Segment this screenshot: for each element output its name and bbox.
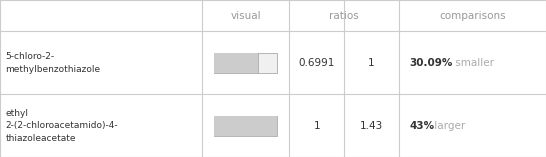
Text: 1: 1 bbox=[368, 58, 375, 68]
Text: 30.09%: 30.09% bbox=[410, 58, 453, 68]
Text: comparisons: comparisons bbox=[439, 11, 506, 21]
Text: 43%: 43% bbox=[410, 121, 435, 131]
Text: 5-chloro-2-
methylbenzothiazole: 5-chloro-2- methylbenzothiazole bbox=[5, 52, 100, 73]
Text: ratios: ratios bbox=[329, 11, 359, 21]
Bar bbox=[214, 53, 277, 73]
Text: ethyl
2-(2-chloroacetamido)-4-
thiazoleacetate: ethyl 2-(2-chloroacetamido)-4- thiazolea… bbox=[5, 109, 118, 143]
Bar bbox=[214, 116, 277, 136]
Text: visual: visual bbox=[230, 11, 261, 21]
Text: 1.43: 1.43 bbox=[360, 121, 383, 131]
Text: smaller: smaller bbox=[452, 58, 494, 68]
Bar bbox=[214, 116, 277, 136]
Text: 1: 1 bbox=[313, 121, 320, 131]
Bar bbox=[214, 53, 258, 73]
Text: 0.6991: 0.6991 bbox=[299, 58, 335, 68]
Text: larger: larger bbox=[431, 121, 465, 131]
